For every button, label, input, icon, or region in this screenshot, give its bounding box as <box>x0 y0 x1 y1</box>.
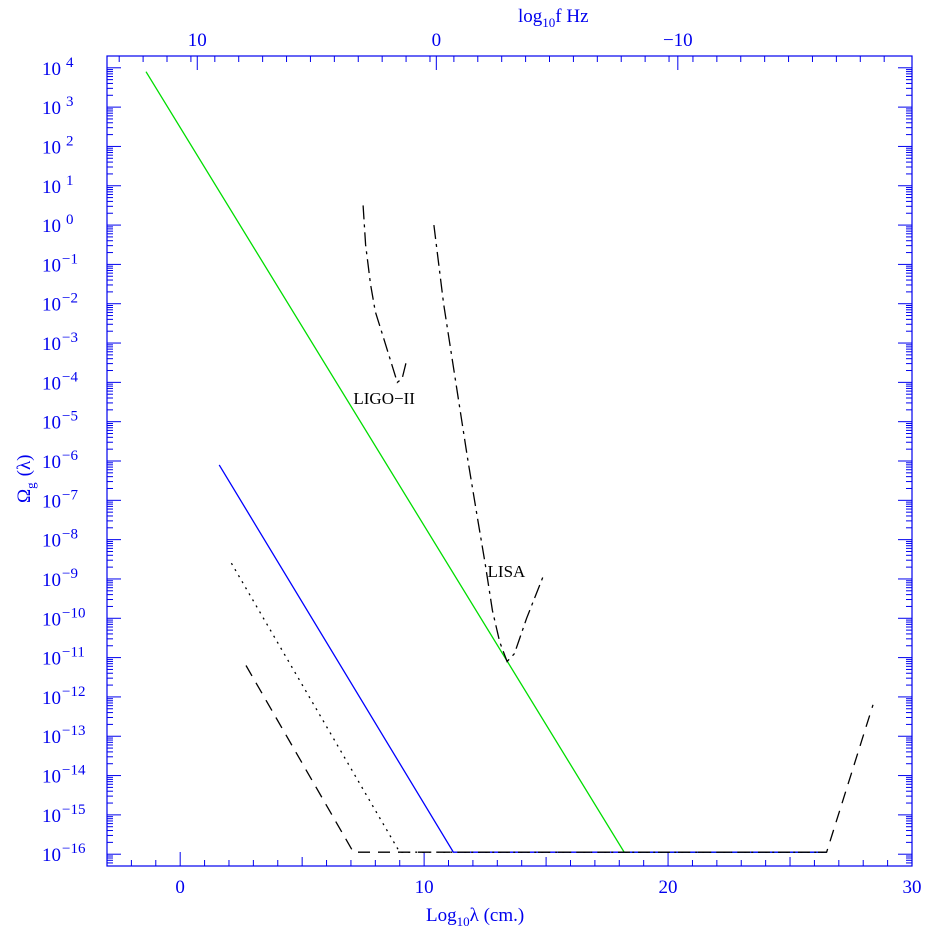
x-axis-title: Log10λ (cm.) <box>426 905 524 929</box>
y-tick-label: 10−12 <box>42 684 85 709</box>
series-line-3 <box>245 665 874 853</box>
y-tick-label: 10−14 <box>42 763 86 788</box>
y-tick-label: 10 4 <box>42 55 74 80</box>
top-tick-label: 0 <box>432 30 442 51</box>
x-tick-label: 20 <box>659 877 678 898</box>
y-tick-label: 10−5 <box>42 409 78 434</box>
x-tick-label: 10 <box>415 877 434 898</box>
series-group <box>145 71 874 853</box>
y-tick-label: 10 1 <box>42 173 74 198</box>
y-tick-label: 10 0 <box>42 212 74 237</box>
x-tick-label: 0 <box>175 877 185 898</box>
series-line-1 <box>218 464 827 853</box>
y-tick-label: 10−3 <box>42 330 78 355</box>
y-tick-label: 10−1 <box>42 251 78 276</box>
y-tick-label: 10−16 <box>42 841 86 866</box>
y-tick-label: 10 3 <box>42 94 74 119</box>
y-tick-label: 10−4 <box>42 369 78 394</box>
annotation-1: LISA <box>488 562 526 581</box>
series-line-0 <box>145 71 827 853</box>
top-tick-label: −10 <box>663 30 693 51</box>
y-tick-label: 10−9 <box>42 566 78 591</box>
top-tick-label: 10 <box>188 30 207 51</box>
y-tick-label: 10 2 <box>42 133 74 158</box>
top-axis-title: log10f Hz <box>518 6 589 30</box>
y-tick-label: 10−15 <box>42 802 85 827</box>
y-axis-title: Ωg(λ) <box>14 455 38 504</box>
series-line-2 <box>230 562 827 853</box>
y-tick-label: 10−13 <box>42 723 85 748</box>
y-tick-label: 10−10 <box>42 605 85 630</box>
plot-frame <box>106 55 913 867</box>
x-tick-label: 30 <box>903 877 922 898</box>
y-tick-label: 10−11 <box>42 645 85 670</box>
series-line-4 <box>362 205 408 384</box>
annotation-0: LIGO−II <box>353 389 415 408</box>
axes <box>106 55 913 867</box>
y-tick-label: 10−7 <box>42 487 78 512</box>
y-tick-label: 10−2 <box>42 291 78 316</box>
y-tick-label: 10−6 <box>42 448 78 473</box>
series-line-5 <box>433 225 545 663</box>
y-tick-label: 10−8 <box>42 527 78 552</box>
